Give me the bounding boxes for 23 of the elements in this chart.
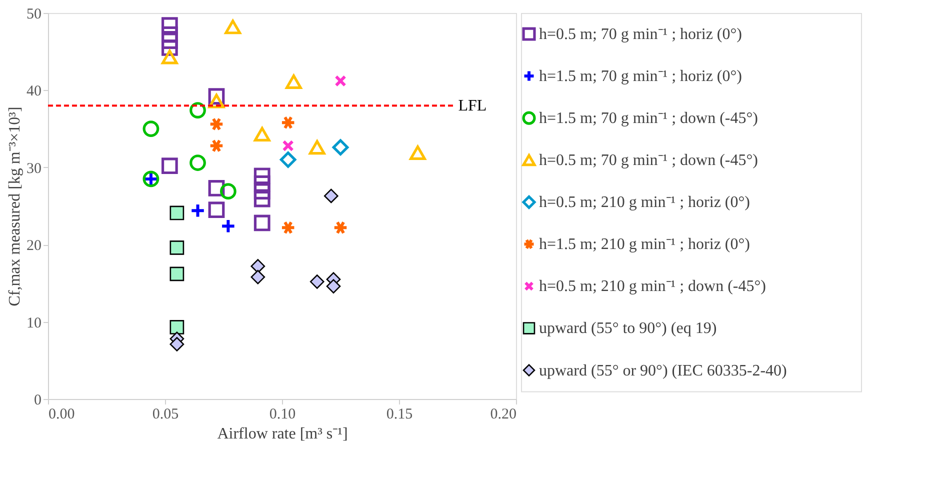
y-tick-label: 0: [34, 392, 42, 408]
x-tick-label: 0.15: [386, 406, 413, 422]
x-tick-label: 0.20: [490, 406, 516, 422]
x-axis-title: Airflow rate [m³ s⁻¹]: [217, 426, 348, 442]
legend-label: h=1.5 m; 210 g min⁻¹ ; horiz (0°): [539, 236, 750, 254]
legend-label: upward (55° or 90°) (IEC 60335-2-40): [539, 362, 787, 380]
legend-label: h=0.5 m; 210 g min⁻¹ ; horiz (0°): [539, 194, 750, 212]
y-tick-label: 50: [26, 6, 42, 22]
x-tick-label: 0.10: [269, 406, 296, 422]
legend-label: h=1.5 m; 70 g min⁻¹ ; horiz (0°): [539, 68, 742, 86]
ref-line-label: LFL: [458, 98, 487, 115]
y-tick-label: 10: [26, 315, 42, 332]
y-tick-label: 20: [26, 238, 42, 254]
y-tick-label: 40: [26, 84, 42, 100]
y-tick-label: 30: [26, 160, 42, 177]
legend-label: h=1.5 m; 70 g min⁻¹ ; down (-45°): [539, 110, 758, 128]
x-tick-label: 0.05: [152, 406, 179, 422]
legend-label: h=0.5 m; 70 g min⁻¹ ; horiz (0°): [539, 26, 742, 44]
legend-label: h=0.5 m; 70 g min⁻¹ ; down (-45°): [539, 152, 758, 170]
x-tick-label: 0.00: [48, 406, 75, 422]
y-axis-title: Cf,max measured [kg m⁻³×10³]: [6, 106, 24, 306]
legend-label: h=0.5 m; 210 g min⁻¹ ; down (-45°): [539, 278, 766, 296]
legend-label: upward (55° to 90°) (eq 19): [539, 320, 717, 338]
